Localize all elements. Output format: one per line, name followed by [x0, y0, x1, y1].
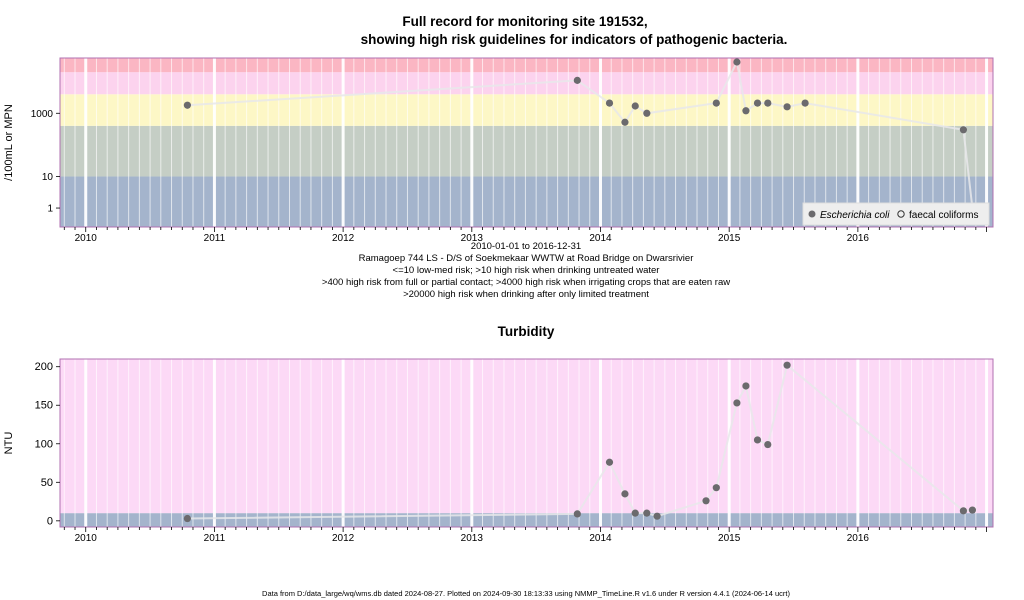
x-tick-label-2010: 2010 — [75, 233, 98, 244]
subtitle-line-3: <=10 low-med risk; >10 high risk when dr… — [393, 265, 660, 276]
subtitle-line-2: Ramagoep 744 LS - D/S of Soekmekaar WWTW… — [359, 253, 694, 264]
y-tick-label: 0 — [47, 515, 53, 527]
subtitle-line-5: >20000 high risk when drinking after onl… — [403, 289, 649, 300]
y-tick-label: 10 — [42, 172, 54, 183]
subtitle-line-1: 2010-01-01 to 2016-12-31 — [471, 241, 581, 252]
y-tick-label: 100 — [35, 438, 53, 450]
y-tick-label: 1 — [47, 204, 53, 215]
data-point-5 — [631, 102, 639, 110]
data-point-10 — [733, 399, 741, 407]
legend-label-2: faecal coliforms — [909, 210, 978, 221]
data-point-14 — [959, 126, 968, 134]
plot-border — [59, 57, 994, 228]
x-tick-label-2013: 2013 — [461, 233, 484, 244]
bacteria-panel: 2010 2011 2012 2013 2014 2015 2016 1 10 1000/100m… — [3, 57, 994, 244]
risk-band-5 — [60, 58, 993, 73]
y-axis-label: NTU — [3, 432, 15, 455]
data-point-2 — [573, 510, 581, 518]
data-point-4 — [621, 490, 629, 498]
x-tick-label-2011: 2011 — [204, 233, 226, 244]
chart-title-line2: showing high risk guidelines for indicat… — [361, 32, 788, 47]
chart-title-line1: Full record for monitoring site 191532, — [402, 14, 647, 29]
data-point-10 — [753, 99, 762, 107]
x-tick-label-2014: 2014 — [589, 533, 612, 544]
data-point-9 — [712, 484, 720, 492]
y-tick-label: 1000 — [31, 109, 54, 120]
data-point-1 — [183, 514, 192, 523]
subtitle-line-4: >400 high risk from full or partial cont… — [322, 277, 730, 288]
x-tick-label-2013: 2013 — [461, 533, 484, 544]
x-tick-label-2016: 2016 — [847, 533, 870, 544]
x-tick-label-2012: 2012 — [332, 233, 355, 244]
y-axis-label: /100mL or MPN — [3, 104, 15, 181]
data-point-13 — [764, 440, 772, 449]
x-tick-label-2015: 2015 — [718, 233, 741, 244]
x-tick-label-2010: 2010 — [75, 533, 98, 544]
data-point-15 — [959, 507, 968, 515]
legend-marker-open — [897, 210, 905, 218]
data-point-4 — [621, 118, 629, 126]
data-point-7 — [712, 99, 720, 107]
data-point-14 — [783, 361, 791, 369]
x-tick-label-2012: 2012 — [332, 533, 355, 544]
y-tick-label: 150 — [35, 400, 53, 412]
data-point-6 — [643, 509, 651, 517]
turbidity-title: Turbidity — [498, 324, 555, 339]
legend-label-1: Escherichia coli — [820, 210, 890, 221]
data-point-6 — [643, 109, 651, 117]
x-tick-label-2014: 2014 — [589, 233, 612, 244]
data-point-2 — [573, 76, 581, 84]
y-tick-label: 200 — [35, 361, 53, 373]
legend-marker-filled — [808, 210, 816, 218]
data-point-11 — [742, 382, 750, 390]
plot-border — [59, 358, 994, 528]
data-point-5 — [631, 509, 639, 517]
risk-band-3 — [60, 94, 993, 126]
data-point-11 — [764, 99, 772, 107]
data-point-8 — [733, 58, 741, 66]
risk-band-2 — [60, 359, 993, 514]
data-point-12 — [783, 103, 791, 111]
data-point-3 — [605, 99, 614, 107]
y-tick-label: 50 — [41, 477, 53, 489]
x-tick-label-2015: 2015 — [718, 533, 741, 544]
risk-band-2 — [60, 125, 993, 177]
legend: Escherichia coli faecal coliforms — [802, 202, 990, 226]
x-tick-label-2016: 2016 — [847, 233, 870, 244]
data-point-8 — [702, 497, 710, 505]
data-point-3 — [605, 458, 614, 466]
series-line — [187, 363, 973, 520]
data-point-13 — [801, 99, 809, 107]
legend-box — [802, 202, 990, 226]
turbidity-panel: 2010 2011 2012 2013 2014 2015 2016 0 50 100 150 200… — [3, 358, 994, 544]
data-point-12 — [753, 436, 762, 444]
x-tick-label-2011: 2011 — [204, 533, 226, 544]
data-point-7 — [653, 512, 661, 520]
data-point-16 — [968, 506, 977, 514]
data-point-1 — [183, 101, 192, 109]
data-point-9 — [742, 107, 750, 115]
footer-note: Data from D:/data_large/wq/wms.db dated … — [262, 589, 790, 598]
